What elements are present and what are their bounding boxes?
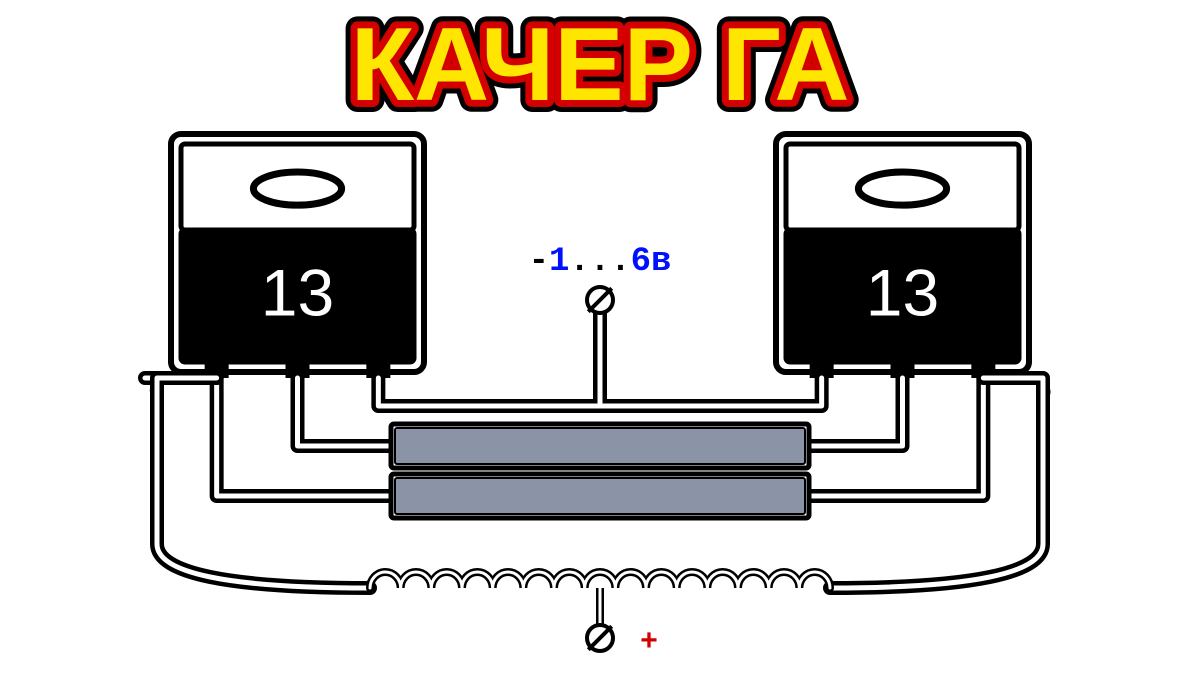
wire-emitters-to-terminal (378, 300, 821, 406)
transistor-left: 13бкэ (149, 134, 424, 406)
coil (370, 572, 830, 588)
transistor-right: 13экб (776, 134, 1051, 406)
terminal-top (587, 287, 613, 313)
wire-left-base (217, 378, 395, 496)
wire-right-base (805, 378, 983, 496)
plus-label: + (640, 626, 658, 660)
resistor-top (391, 424, 809, 468)
voltage-label: -1...6в (529, 243, 672, 281)
transistor-label-left: 13 (261, 256, 334, 330)
title-text: КАЧЕР ГА (351, 7, 850, 123)
transistor-label-right: 13 (866, 256, 939, 330)
resistor-bottom (391, 474, 809, 518)
terminal-bottom (587, 625, 613, 651)
wire-outer-left (157, 378, 370, 588)
wire-outer-right (830, 378, 1043, 588)
